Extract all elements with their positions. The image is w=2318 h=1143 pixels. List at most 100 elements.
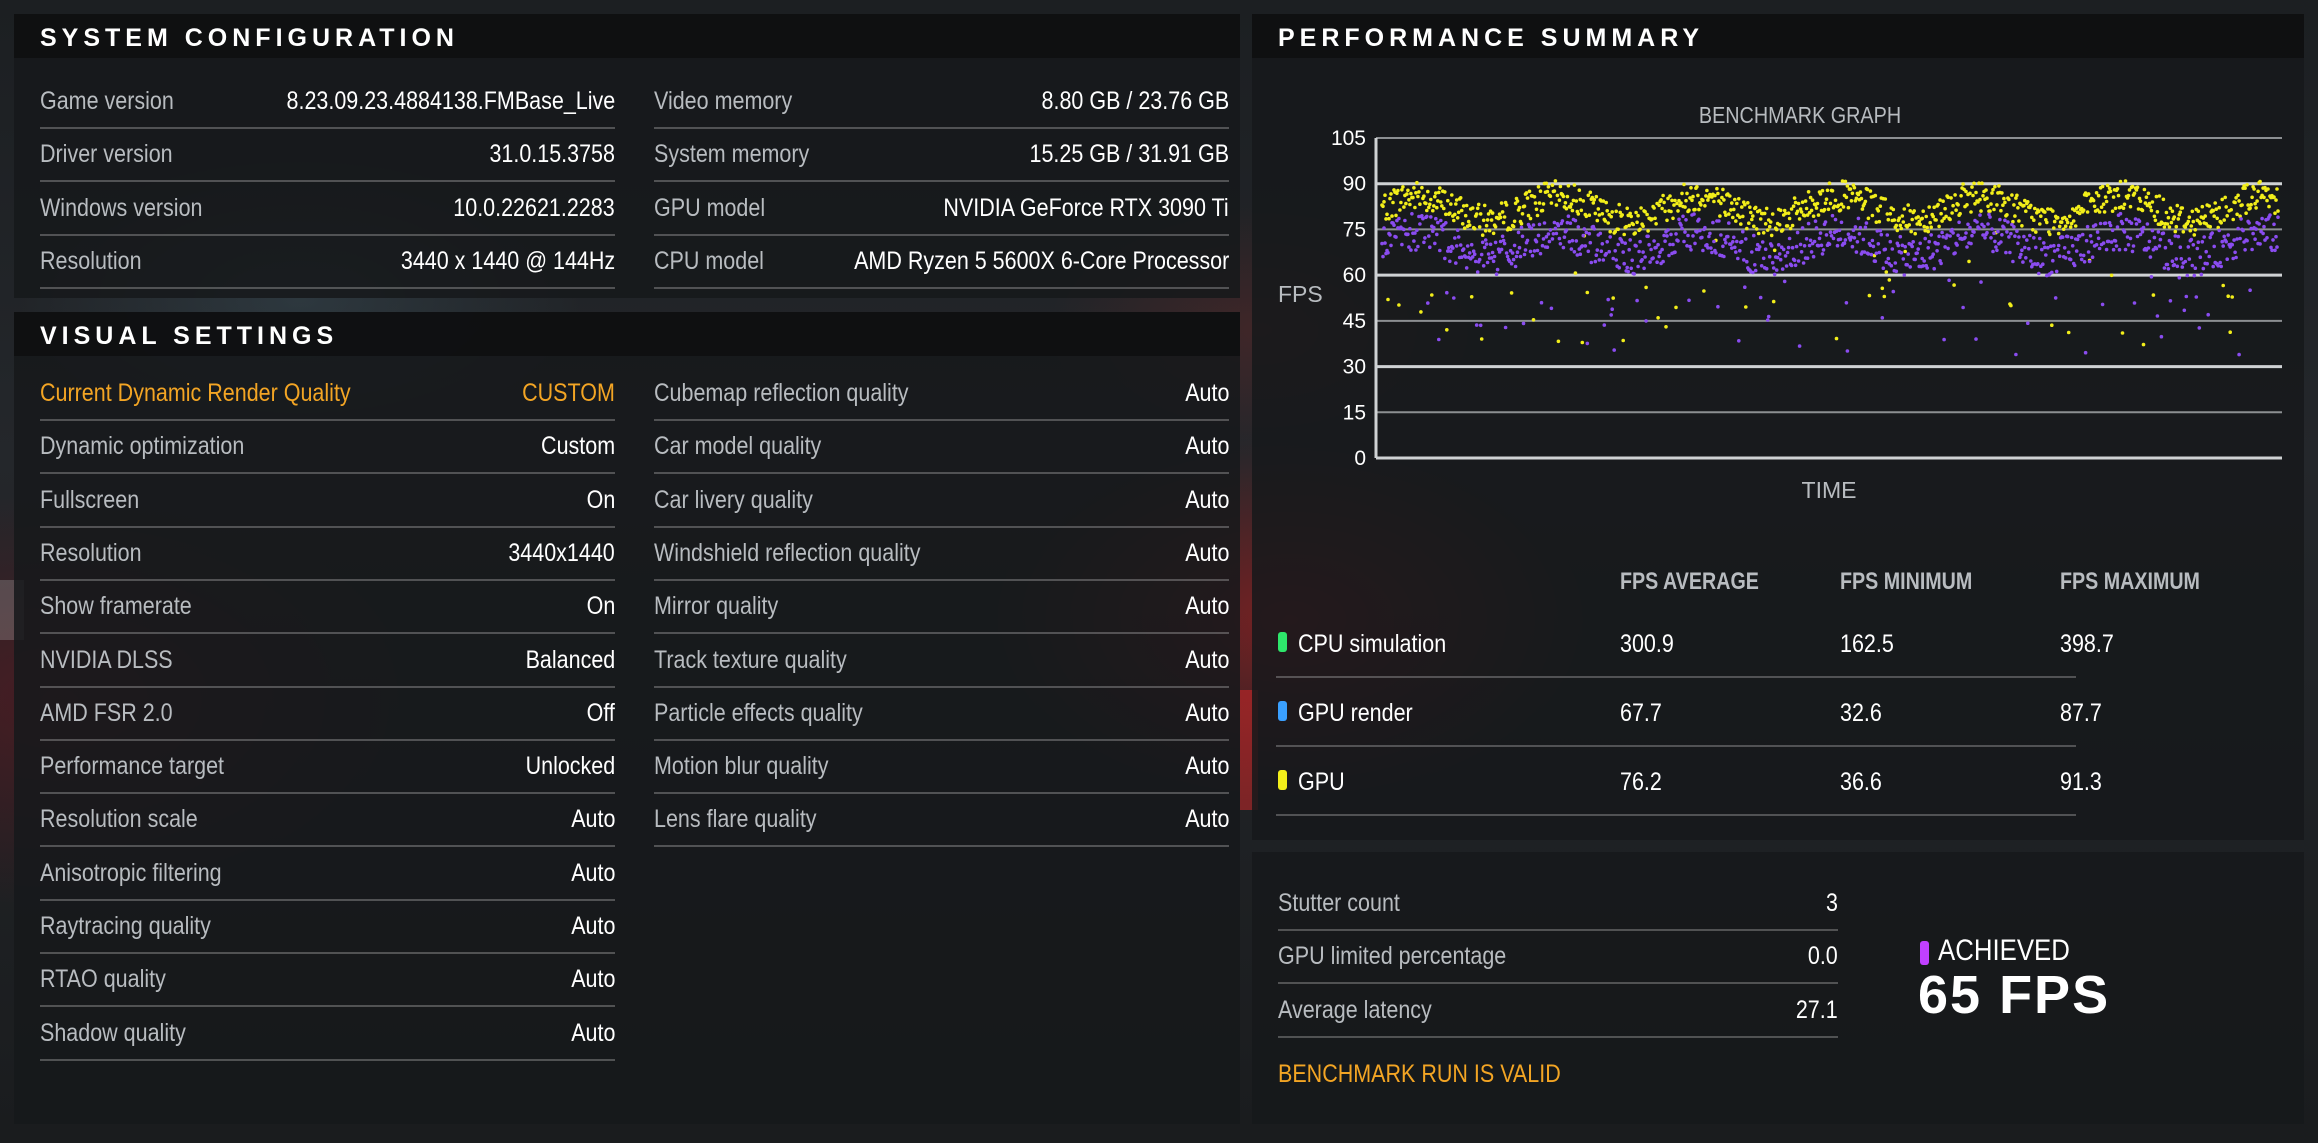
run-stat-label: GPU limited percentage	[1278, 942, 1507, 971]
data-point	[1873, 259, 1878, 263]
data-point	[2129, 221, 2134, 225]
data-point	[1381, 254, 1385, 259]
data-point	[1552, 220, 1557, 225]
data-point	[1525, 196, 1530, 200]
data-point	[1756, 231, 1761, 236]
data-point	[2183, 225, 2188, 229]
data-point	[1533, 201, 1538, 205]
visual-setting-value: Balanced	[525, 645, 615, 674]
data-point	[1646, 229, 1650, 233]
data-point	[1545, 245, 1550, 249]
data-point	[2022, 203, 2026, 208]
system-config-label: GPU model	[654, 193, 766, 222]
data-point	[1567, 240, 1572, 244]
visual-settings-title: VISUAL SETTINGS	[40, 322, 339, 350]
system-config-row: CPU model AMD Ryzen 5 5600X 6-Core Proces…	[654, 236, 1229, 289]
data-point	[2135, 185, 2140, 190]
data-point	[1418, 202, 1422, 206]
data-point	[2044, 253, 2048, 257]
data-point	[1750, 250, 1754, 254]
data-point	[2081, 253, 2086, 258]
data-point	[1575, 253, 1580, 257]
data-point	[1677, 198, 1681, 203]
data-point	[1613, 249, 1617, 253]
data-point	[1442, 206, 1446, 211]
data-point	[1724, 241, 1728, 245]
data-point	[1477, 225, 1482, 229]
data-point	[1985, 196, 1989, 200]
system-config-row: Resolution 3440 x 1440 @ 144Hz	[40, 236, 615, 289]
data-point	[2078, 253, 2083, 257]
data-point	[2118, 179, 2123, 184]
data-point	[2029, 203, 2033, 208]
data-point	[1592, 227, 1597, 231]
data-point	[2189, 224, 2194, 228]
data-point	[1388, 196, 1392, 201]
data-point	[2217, 205, 2221, 210]
data-point	[1978, 197, 1982, 202]
data-point	[1445, 328, 1449, 332]
data-point	[2174, 224, 2179, 229]
data-point	[1546, 232, 1551, 236]
data-point	[1649, 247, 1653, 252]
data-point	[2247, 221, 2251, 225]
data-point	[2152, 235, 2157, 240]
data-point	[2159, 334, 2164, 339]
data-point	[1685, 244, 1689, 248]
data-point	[1929, 225, 1933, 229]
data-point	[2258, 242, 2262, 246]
data-point	[2203, 214, 2207, 218]
data-point	[1428, 245, 1432, 249]
data-point	[2276, 209, 2280, 213]
data-point	[1893, 261, 1898, 265]
data-point	[1765, 228, 1770, 232]
data-point	[1851, 228, 1856, 232]
data-point	[1814, 226, 1819, 230]
data-point	[1483, 229, 1488, 233]
data-point	[1524, 191, 1529, 195]
data-point	[1734, 219, 1738, 223]
data-point	[2028, 233, 2032, 238]
data-point	[1839, 202, 1844, 206]
data-point	[2224, 239, 2228, 244]
data-point	[1481, 264, 1486, 268]
data-point	[2063, 256, 2068, 260]
fps-maximum-value: 87.7	[2060, 699, 2102, 727]
data-point	[2201, 266, 2206, 271]
run-stat-value: 27.1	[1796, 995, 1838, 1024]
data-point	[1408, 202, 1412, 207]
data-point	[2208, 224, 2212, 229]
data-point	[1620, 213, 1624, 217]
data-point	[1734, 250, 1738, 254]
data-point	[1498, 215, 1503, 220]
data-point	[1689, 248, 1693, 252]
data-point	[1785, 224, 1790, 228]
data-point	[1691, 234, 1695, 238]
data-point	[1830, 213, 1835, 218]
data-point	[1645, 212, 1649, 217]
data-point	[1759, 264, 1764, 268]
data-point	[2211, 264, 2215, 269]
data-point	[1586, 193, 1591, 198]
data-point	[2140, 230, 2145, 234]
data-point	[2133, 217, 2138, 221]
data-point	[2252, 187, 2256, 191]
data-point	[2062, 246, 2067, 250]
data-point	[2178, 210, 2183, 214]
data-point	[1427, 234, 1431, 238]
data-point	[1426, 301, 1430, 305]
data-point	[1392, 223, 1396, 227]
data-point	[1479, 252, 1484, 257]
data-point	[1998, 217, 2002, 222]
data-point	[1896, 243, 1901, 248]
data-point	[1634, 210, 1638, 215]
data-point	[2008, 250, 2012, 255]
data-point	[1892, 218, 1897, 222]
data-point	[1631, 222, 1635, 227]
data-point	[1696, 193, 1700, 198]
data-point	[1612, 348, 1616, 352]
data-point	[1398, 208, 1402, 212]
data-point	[1681, 214, 1685, 219]
data-point	[2030, 215, 2034, 220]
data-point	[1665, 234, 1669, 238]
